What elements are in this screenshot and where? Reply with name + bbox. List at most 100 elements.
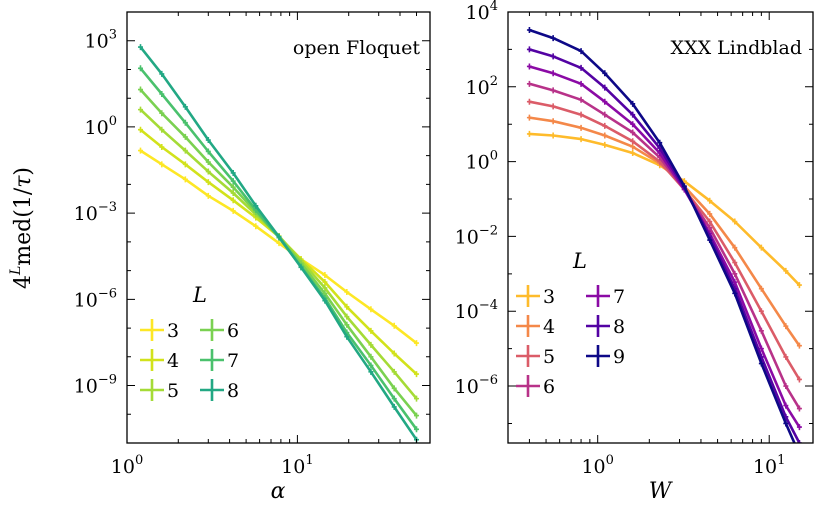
- data-point: [368, 353, 374, 360]
- data-point: [630, 143, 636, 150]
- data-point: [137, 44, 143, 51]
- data-point: [414, 426, 420, 433]
- data-point: [230, 178, 236, 185]
- data-point: [758, 327, 764, 334]
- data-point: [758, 285, 764, 292]
- data-point: [159, 70, 165, 77]
- data-point: [230, 184, 236, 191]
- data-point: [602, 84, 608, 91]
- data-point: [526, 80, 532, 87]
- data-point: [182, 161, 188, 168]
- data-point: [368, 327, 374, 334]
- legend-label: 7: [613, 286, 625, 308]
- data-point: [344, 321, 350, 328]
- data-point: [526, 27, 532, 34]
- data-point: [732, 290, 738, 297]
- data-point: [414, 340, 420, 347]
- data-point: [344, 303, 350, 310]
- data-point: [182, 176, 188, 183]
- data-point: [137, 106, 143, 113]
- panel-title: XXX Lindblad: [671, 37, 802, 59]
- y-tick-label: 10−2: [455, 223, 498, 248]
- data-point: [391, 322, 397, 329]
- data-point: [205, 168, 211, 175]
- data-point: [578, 48, 584, 55]
- data-point: [732, 259, 738, 266]
- data-point: [796, 282, 802, 289]
- data-point: [630, 111, 636, 118]
- data-point: [368, 341, 374, 348]
- legend-item-L7: 7: [200, 349, 239, 372]
- legend-label: 5: [543, 346, 555, 368]
- data-point: [550, 70, 556, 77]
- y-tick-label: 102: [466, 74, 498, 99]
- legend-label: 9: [613, 346, 625, 368]
- data-point: [368, 306, 374, 313]
- data-point: [732, 244, 738, 251]
- y-tick-label: 10−6: [74, 286, 117, 311]
- data-point: [526, 98, 532, 105]
- legend-item-L5: 5: [140, 379, 179, 402]
- data-point: [391, 385, 397, 392]
- data-point: [758, 308, 764, 315]
- data-point: [230, 169, 236, 176]
- data-point: [797, 451, 802, 457]
- data-point: [230, 190, 236, 197]
- legend-label: 6: [543, 376, 555, 398]
- data-point: [578, 136, 584, 143]
- data-point: [368, 368, 374, 375]
- data-point: [630, 149, 636, 156]
- data-point: [732, 279, 738, 286]
- x-tick-label: 100: [111, 453, 143, 478]
- legend-marker: [586, 345, 610, 367]
- data-point: [550, 35, 556, 42]
- x-axis-label: α: [271, 479, 286, 504]
- legend-label: 3: [543, 286, 555, 308]
- data-point: [230, 207, 236, 214]
- data-point: [602, 122, 608, 129]
- data-point: [550, 132, 556, 139]
- data-point: [796, 376, 802, 383]
- data-point: [707, 210, 713, 217]
- legend-item-L3: 3: [516, 285, 555, 308]
- panel-title: open Floquet: [293, 37, 420, 59]
- legend-item-L7: 7: [586, 285, 625, 308]
- data-point: [414, 371, 420, 378]
- data-point: [783, 323, 789, 330]
- data-point: [159, 126, 165, 133]
- data-point: [707, 224, 713, 231]
- legend-item-L4: 4: [140, 349, 179, 372]
- data-point: [732, 270, 738, 277]
- data-point: [630, 121, 636, 128]
- x-axis-label: W: [649, 479, 674, 504]
- data-point: [758, 345, 764, 352]
- data-point: [368, 362, 374, 369]
- data-point: [707, 197, 713, 204]
- legend: L3 4 5 6 7 8: [140, 283, 239, 402]
- data-point: [526, 63, 532, 70]
- data-point: [796, 342, 802, 349]
- data-point: [205, 137, 211, 144]
- data-point: [391, 403, 397, 410]
- data-point: [796, 440, 802, 443]
- data-point: [783, 353, 789, 360]
- data-point: [230, 197, 236, 204]
- legend-item-L8: 8: [200, 379, 239, 402]
- data-point: [630, 129, 636, 136]
- data-point: [550, 118, 556, 125]
- data-point: [182, 119, 188, 126]
- data-point: [322, 279, 328, 286]
- y-axis-label: 4Lmed(1/τ): [8, 167, 36, 289]
- data-point: [205, 192, 211, 199]
- data-point: [137, 65, 143, 72]
- legend-item-L3: 3: [140, 319, 179, 342]
- data-point: [253, 223, 259, 230]
- data-point: [707, 237, 713, 244]
- data-point: [550, 103, 556, 110]
- panel-xxx-lindblad: 100 101 104 102 100 10−2 10−4 10−6 XXX Lindblad…: [455, 0, 814, 504]
- series-line-L8: [528, 48, 801, 443]
- data-point: [526, 130, 532, 137]
- data-point: [322, 297, 328, 304]
